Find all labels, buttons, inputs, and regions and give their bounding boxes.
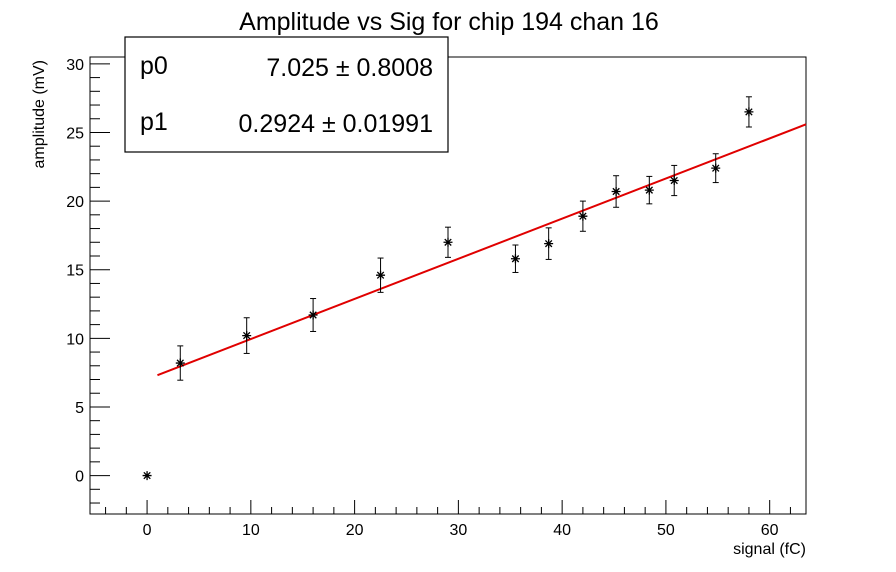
star-marker: [544, 239, 554, 249]
fit-line: [157, 123, 807, 377]
data-point: [175, 345, 185, 381]
data-point: [443, 226, 453, 258]
star-marker: [376, 270, 386, 280]
chart-title: Amplitude vs Sig for chip 194 chan 16: [239, 8, 659, 36]
data-point: [578, 200, 588, 232]
data-points: [142, 96, 754, 481]
fit-layer: [157, 123, 807, 377]
star-marker: [510, 254, 520, 264]
stat-p1-value: 0.2924 ± 0.01991: [239, 110, 433, 138]
star-marker: [308, 310, 318, 320]
x-tick-label: 20: [346, 522, 364, 539]
y-tick-label: 0: [75, 469, 84, 486]
y-tick-label: 15: [66, 263, 84, 280]
star-marker: [578, 211, 588, 221]
star-marker: [142, 471, 152, 481]
data-point: [510, 244, 520, 273]
star-marker: [711, 163, 721, 173]
stat-p1-name: p1: [140, 108, 168, 136]
data-point: [376, 257, 386, 293]
stat-p0-name: p0: [140, 52, 168, 80]
x-axis-title: signal (fC): [733, 541, 806, 558]
star-marker: [443, 237, 453, 247]
y-axis-title: amplitude (mV): [31, 60, 48, 168]
data-point: [242, 317, 252, 354]
data-point: [644, 175, 654, 205]
x-tick-label: 60: [761, 522, 779, 539]
y-tick-label: 25: [66, 125, 84, 142]
star-marker: [611, 186, 621, 196]
data-point: [611, 175, 621, 208]
y-tick-label: 30: [66, 57, 84, 74]
y-tick-label: 10: [66, 331, 84, 348]
y-axis: 0 5 10 15 20 25 30: [66, 57, 110, 504]
fit-stats-box: p0 7.025 ± 0.8008 p1 0.2924 ± 0.01991: [124, 36, 449, 153]
y-tick-label: 5: [75, 400, 84, 417]
data-point: [142, 471, 152, 481]
stat-p0-value: 7.025 ± 0.8008: [266, 54, 433, 82]
star-marker: [669, 176, 679, 186]
x-axis: 0 10 20 30 40 50 60: [105, 500, 791, 539]
x-tick-label: 50: [657, 522, 675, 539]
star-marker: [744, 107, 754, 117]
x-tick-label: 40: [553, 522, 571, 539]
y-tick-label: 20: [66, 194, 84, 211]
star-marker: [175, 358, 185, 368]
data-point: [744, 96, 754, 128]
data-point: [308, 298, 318, 332]
x-tick-label: 0: [143, 522, 152, 539]
stats-box-border: [124, 36, 449, 153]
star-marker: [644, 185, 654, 195]
data-point: [711, 153, 721, 184]
star-marker: [242, 331, 252, 341]
data-point: [669, 164, 679, 197]
data-point: [544, 227, 554, 260]
x-tick-label: 30: [449, 522, 467, 539]
x-tick-label: 10: [242, 522, 260, 539]
